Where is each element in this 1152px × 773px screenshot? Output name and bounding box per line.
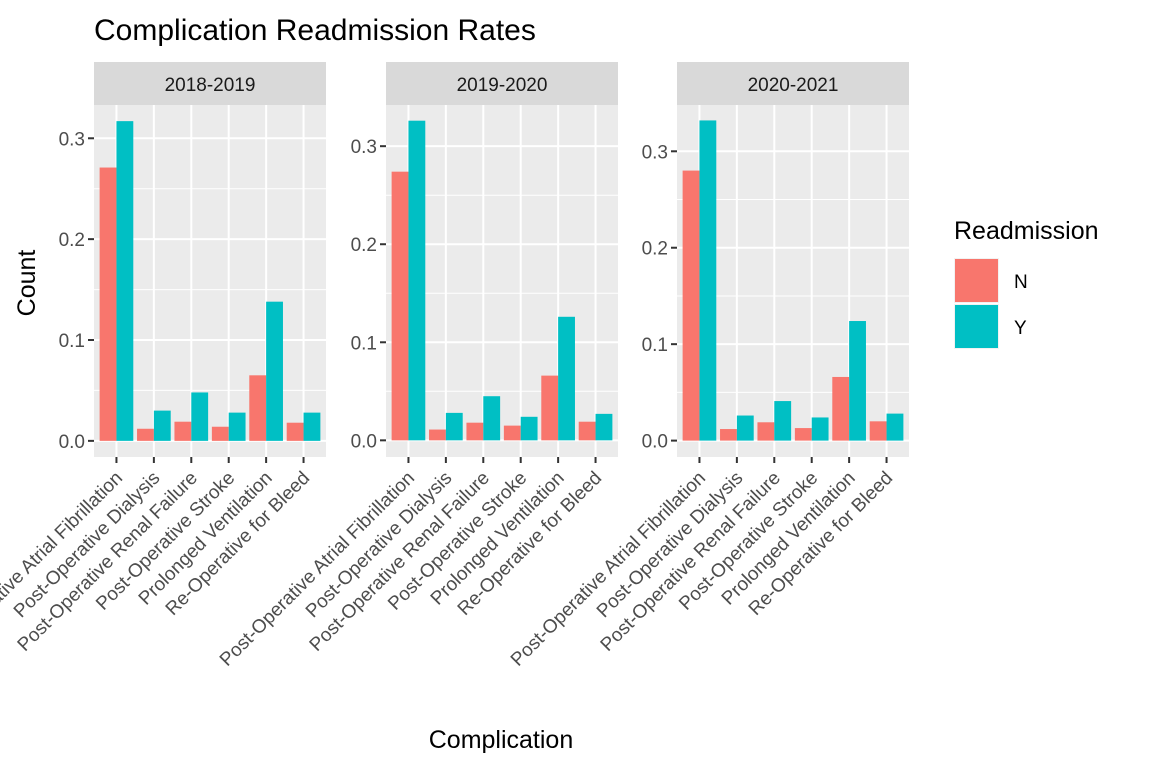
bar-n bbox=[832, 376, 850, 441]
bar-n bbox=[541, 375, 559, 441]
bar-y bbox=[886, 413, 904, 441]
bar-n bbox=[503, 425, 521, 441]
legend-key bbox=[955, 259, 998, 302]
y-tick-label: 0.3 bbox=[351, 137, 377, 158]
bar-n bbox=[99, 167, 117, 441]
y-tick-label: 0.0 bbox=[642, 432, 668, 453]
bar-y bbox=[303, 412, 321, 441]
bar-y bbox=[520, 416, 538, 441]
y-tick-label: 0.1 bbox=[351, 333, 377, 354]
bar-y bbox=[116, 121, 134, 441]
y-tick-label: 0.1 bbox=[642, 335, 668, 356]
bar-n bbox=[211, 426, 229, 441]
bar-y bbox=[153, 410, 171, 441]
bar-n bbox=[249, 375, 267, 441]
bar-y bbox=[445, 412, 463, 441]
bar-n bbox=[757, 422, 775, 441]
y-tick-label: 0.2 bbox=[351, 235, 377, 256]
bar-n bbox=[720, 429, 737, 441]
y-tick-label: 0.2 bbox=[642, 239, 668, 260]
y-tick-label: 0.1 bbox=[59, 331, 85, 352]
bar-n bbox=[682, 170, 700, 441]
bar-n bbox=[466, 422, 484, 441]
facet-strip bbox=[677, 62, 909, 105]
bar-n bbox=[578, 421, 596, 441]
bar-y bbox=[228, 412, 246, 441]
facet-strip-label: 2020-2021 bbox=[748, 75, 839, 96]
bar-y bbox=[483, 396, 501, 441]
legend-label: Y bbox=[1014, 318, 1027, 339]
bar-y bbox=[811, 417, 829, 441]
x-axis-label: Complication bbox=[429, 726, 574, 754]
y-axis-label: Count bbox=[13, 250, 41, 317]
bar-y bbox=[849, 321, 866, 441]
bar-y bbox=[266, 301, 283, 441]
bar-y bbox=[774, 401, 792, 441]
bar-y bbox=[699, 120, 717, 441]
y-tick-label: 0.0 bbox=[351, 431, 377, 452]
legend-title: Readmission bbox=[954, 217, 1099, 245]
bar-n bbox=[869, 421, 887, 441]
y-tick-label: 0.3 bbox=[59, 129, 85, 150]
y-tick-label: 0.3 bbox=[642, 142, 668, 163]
bar-n bbox=[429, 429, 446, 441]
bar-n bbox=[137, 428, 154, 441]
facet-strip-label: 2019-2020 bbox=[457, 75, 548, 96]
legend-label: N bbox=[1014, 272, 1028, 293]
legend-key bbox=[955, 305, 998, 348]
bar-y bbox=[558, 316, 575, 441]
chart-title: Complication Readmission Rates bbox=[94, 14, 536, 47]
bar-n bbox=[391, 171, 409, 441]
y-tick-label: 0.2 bbox=[59, 230, 85, 251]
bar-y bbox=[595, 413, 613, 441]
facet-strip bbox=[386, 62, 618, 105]
bar-y bbox=[408, 120, 426, 441]
legend: Readmission N Y bbox=[954, 217, 1099, 349]
bar-y bbox=[191, 392, 209, 441]
facet-strip-label: 2018-2019 bbox=[165, 75, 256, 96]
bar-n bbox=[286, 422, 304, 441]
bar-y bbox=[736, 415, 754, 441]
bar-n bbox=[794, 428, 812, 441]
y-tick-label: 0.0 bbox=[59, 432, 85, 453]
facet-strip bbox=[94, 62, 326, 105]
bar-n bbox=[174, 421, 192, 441]
